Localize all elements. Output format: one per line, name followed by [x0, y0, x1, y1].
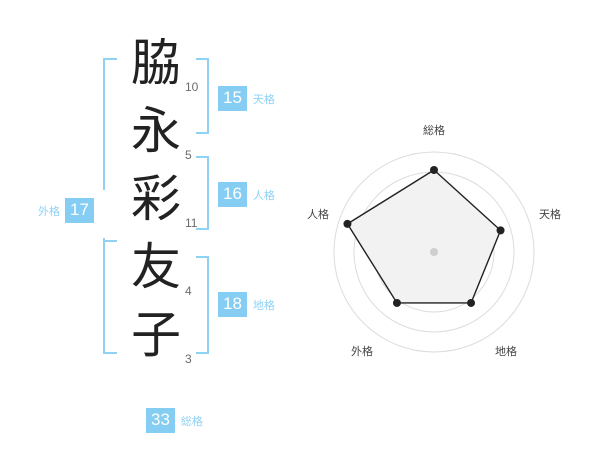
tenkaku-name: 天格	[252, 92, 275, 106]
tenkaku-bracket	[196, 58, 209, 134]
radar-data-points	[343, 166, 505, 307]
radar-data-point	[392, 298, 401, 307]
kanji-column: 脇 10 永 5 彩 11 友 4 子 3	[128, 32, 200, 372]
kanji-stroke-count: 3	[185, 352, 192, 366]
radar-axis-label-gaikaku: 外格	[351, 345, 373, 358]
kanji-stroke-count: 10	[185, 80, 199, 94]
radar-data-point	[343, 219, 352, 228]
radar-axis-label-chikaku: 地格	[495, 345, 517, 358]
radar-axis-label-tenkaku: 天格	[539, 208, 561, 221]
chikaku-name: 地格	[252, 298, 275, 312]
soukaku-name: 総格	[180, 414, 203, 428]
kanji-stroke-count: 5	[185, 148, 192, 162]
jinkaku-bracket	[196, 156, 209, 230]
kanji-character: 脇	[131, 34, 181, 92]
kanji-character: 友	[131, 238, 181, 296]
radar-data-point	[496, 226, 505, 235]
radar-axis-label-soukaku: 総格	[423, 124, 445, 137]
jinkaku-name: 人格	[252, 188, 275, 202]
outer-kaku-label-group: 外格 17	[38, 198, 94, 223]
soukaku-badge: 33	[146, 408, 175, 433]
kanji-character: 彩	[131, 170, 181, 228]
radar-data-point	[467, 298, 476, 307]
radar-axis-label-jinkaku: 人格	[307, 208, 329, 221]
kanji-row: 友 4	[128, 236, 200, 304]
kanji-row: 彩 11	[128, 168, 200, 236]
kanji-character: 子	[131, 306, 181, 364]
radar-center-dot	[430, 248, 438, 256]
radar-series-area	[346, 169, 502, 304]
radar-data-point	[430, 166, 438, 174]
outer-kaku-name: 外格	[38, 204, 60, 218]
tenkaku-badge: 15	[218, 86, 247, 111]
radar-chart-panel: 総格 天格 地格 外格 人格	[300, 0, 600, 470]
tenkaku-label-group: 15 天格	[218, 86, 275, 111]
outer-kaku-badge: 17	[65, 198, 94, 223]
kanji-row: 脇 10	[128, 32, 200, 100]
chikaku-badge: 18	[218, 292, 247, 317]
outer-kaku-bracket-gap	[101, 190, 106, 238]
radar-grid-ring	[333, 151, 535, 353]
soukaku-label-group: 33 総格	[146, 408, 203, 433]
kanji-stroke-count: 4	[185, 284, 192, 298]
chikaku-bracket	[196, 256, 209, 354]
kanji-row: 子 3	[128, 304, 200, 372]
chikaku-label-group: 18 地格	[218, 292, 275, 317]
kanji-stroke-count: 11	[185, 216, 198, 230]
name-breakdown-panel: 外格 17 脇 10 永 5 彩 11 友 4 子 3	[38, 32, 275, 433]
kanji-row: 永 5	[128, 100, 200, 168]
jinkaku-label-group: 16 人格	[218, 182, 275, 207]
kanji-character: 永	[131, 102, 181, 160]
radar-chart-svg	[333, 151, 535, 353]
outer-kaku-bracket-notch	[103, 240, 117, 242]
jinkaku-badge: 16	[218, 182, 247, 207]
